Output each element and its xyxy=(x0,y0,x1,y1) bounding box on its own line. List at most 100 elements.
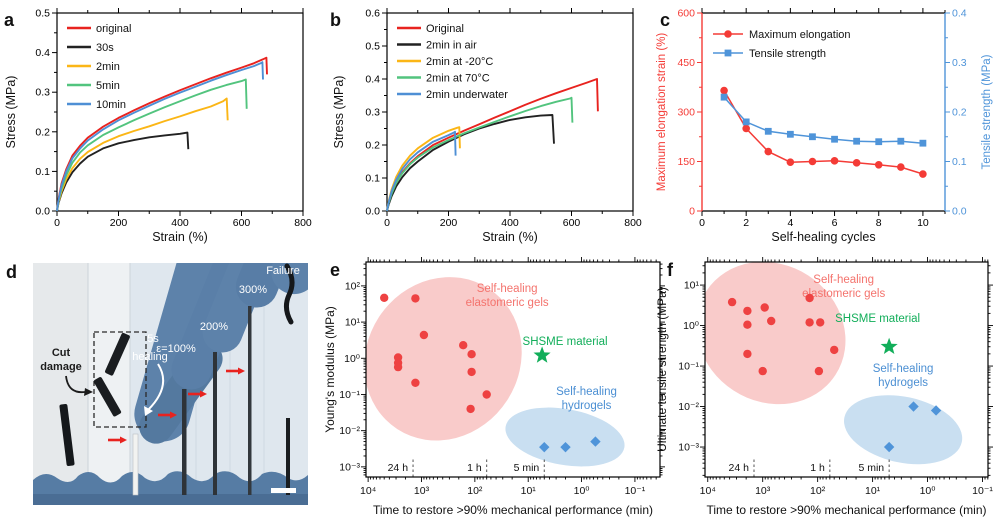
svg-text:0.2: 0.2 xyxy=(365,140,380,152)
svg-text:10⁻²: 10⁻² xyxy=(339,425,360,437)
markers-Maximum elongation xyxy=(720,86,927,178)
left-y-axis-label: Maximum elongation strain (%) xyxy=(656,33,668,192)
healing-label-line1: 5s xyxy=(147,333,159,345)
data-point-circle xyxy=(743,320,752,329)
curve-10min xyxy=(56,61,264,212)
time-marker-label: 24 h xyxy=(729,462,750,474)
svg-text:600: 600 xyxy=(233,217,251,229)
sample-original xyxy=(59,403,75,467)
healing-arrow-head xyxy=(144,406,153,416)
svg-text:0: 0 xyxy=(689,206,695,218)
annotation-label: Self-healing xyxy=(556,386,617,398)
data-point-circle xyxy=(805,293,814,303)
ellipse-self-healing-hydrogels xyxy=(505,407,625,467)
time-marker-label: 5 min xyxy=(514,462,540,474)
svg-text:10¹: 10¹ xyxy=(345,317,361,329)
panel-b-stress-strain-chart: 0 200 400 600 800 0.0 0.1 0.2 0.3 0.4 0.5 0.6 Strain… xyxy=(330,8,642,245)
sample-healed xyxy=(132,433,139,496)
data-point-circle xyxy=(459,341,468,350)
legend-label: 10min xyxy=(96,99,126,111)
line-Maximum elongation xyxy=(723,90,924,175)
annotation-label: Self-healing xyxy=(813,274,874,286)
svg-text:450: 450 xyxy=(677,57,695,69)
data-point-circle xyxy=(760,303,769,312)
time-marker-label: 1 h xyxy=(467,462,482,474)
svg-text:0.0: 0.0 xyxy=(35,206,50,218)
data-point-circle xyxy=(419,330,429,340)
data-point-circle xyxy=(743,349,752,359)
svg-text:10¹: 10¹ xyxy=(865,485,881,497)
series-curves xyxy=(386,78,599,212)
svg-text:10⁻¹: 10⁻¹ xyxy=(678,361,699,373)
sample-300 xyxy=(248,306,252,495)
svg-text:10: 10 xyxy=(917,217,929,229)
finger-200 xyxy=(202,263,308,353)
annotation-label: hydrogels xyxy=(562,400,612,412)
data-point-circle xyxy=(727,297,737,307)
panel-letter: f xyxy=(667,260,674,280)
ellipse-self-healing-elastomeric-gels xyxy=(366,277,522,441)
data-point-diamond xyxy=(883,441,895,453)
legend-label: 2min in air xyxy=(426,39,477,51)
svg-text:0.5: 0.5 xyxy=(35,8,50,20)
data-point-circle xyxy=(758,366,767,376)
svg-text:0: 0 xyxy=(54,217,60,229)
y-axis-label: Ultimate tensile strength (MPa) xyxy=(655,287,669,452)
curve-2min underwater xyxy=(386,130,457,212)
panel-a-stress-strain-chart: 0 200 400 600 800 0.0 0.1 0.2 0.3 0.4 0.5 Strain (%… xyxy=(4,8,312,245)
svg-text:0.1: 0.1 xyxy=(952,156,967,168)
data-point-circle xyxy=(482,390,491,399)
x-axis-label: Time to restore >90% mechanical performa… xyxy=(707,503,987,517)
svg-text:150: 150 xyxy=(677,156,695,168)
svg-text:0.2: 0.2 xyxy=(952,107,967,119)
svg-text:10⁻¹: 10⁻¹ xyxy=(972,485,993,497)
cut-damage-label-line2: damage xyxy=(40,361,82,373)
healing-label-line2: healing xyxy=(132,351,167,363)
failure-piece-bottom xyxy=(286,418,290,495)
healed-joint-arrows xyxy=(108,367,245,444)
sample-200 xyxy=(213,352,217,495)
svg-text:0.0: 0.0 xyxy=(952,206,967,218)
svg-text:200: 200 xyxy=(440,217,458,229)
data-point-circle xyxy=(380,293,389,302)
data-point-circle xyxy=(816,318,825,327)
legend-label: Original xyxy=(426,23,464,35)
svg-text:8: 8 xyxy=(876,217,882,229)
panel-d-photo: d xyxy=(6,262,308,505)
annotation-label: Self-healing xyxy=(873,363,934,375)
strain-300-label: 300% xyxy=(239,284,267,296)
svg-text:0.4: 0.4 xyxy=(35,47,50,59)
axes: 10⁴ 10³ 10² 10¹ 10⁰ 10⁻¹ 10¹ 10⁰ 10⁻¹ 10⁻² 10⁻³ xyxy=(678,257,993,497)
cut-pieces-box xyxy=(93,331,147,428)
annotation-label: SHSME material xyxy=(523,336,608,348)
data-point-circle xyxy=(467,367,476,377)
axes: 10⁴ 10³ 10² 10¹ 10⁰ 10⁻¹ 10² 10¹ 10⁰ 10⁻¹ 10⁻² 10⁻³ xyxy=(339,257,665,497)
svg-text:800: 800 xyxy=(294,217,312,229)
curve-2min in air xyxy=(386,114,555,212)
legend-label: 2min underwater xyxy=(426,89,508,101)
curve-2min xyxy=(56,97,229,212)
y-axis-label: Stress (MPa) xyxy=(4,76,18,149)
line-Tensile strength xyxy=(723,96,923,144)
y-axis-label: Stress (MPa) xyxy=(332,76,346,149)
svg-text:400: 400 xyxy=(501,217,519,229)
svg-text:400: 400 xyxy=(171,217,189,229)
ellipse-self-healing-hydrogels xyxy=(844,395,963,465)
svg-text:0: 0 xyxy=(699,217,705,229)
panel-letter: e xyxy=(330,260,340,280)
svg-text:10⁰: 10⁰ xyxy=(920,485,937,497)
time-marker-lines: 24 h 1 h 5 min xyxy=(388,457,545,477)
curve-30s xyxy=(56,131,190,212)
annotations: Self-healing elastomeric gels SHSME materi… xyxy=(466,283,617,412)
y-axis-label: Young's modulus (MPa) xyxy=(323,306,337,433)
data-point-circle xyxy=(467,350,476,359)
svg-text:10¹: 10¹ xyxy=(684,280,700,292)
axes: 0 200 400 600 800 0.0 0.1 0.2 0.3 0.4 0.5 0.6 xyxy=(365,8,642,230)
ellipse-self-healing-elastomeric-gels xyxy=(705,262,846,405)
svg-text:0.4: 0.4 xyxy=(952,8,967,20)
svg-text:10³: 10³ xyxy=(755,485,771,497)
svg-text:0.2: 0.2 xyxy=(35,126,50,138)
svg-text:10⁰: 10⁰ xyxy=(683,320,700,332)
time-marker-label: 1 h xyxy=(810,462,825,474)
curve-2min at 70°C xyxy=(386,96,574,212)
